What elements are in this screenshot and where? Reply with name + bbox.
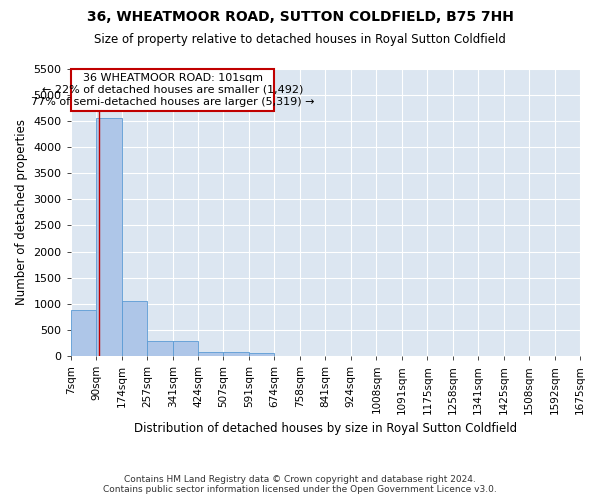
Text: 36, WHEATMOOR ROAD, SUTTON COLDFIELD, B75 7HH: 36, WHEATMOOR ROAD, SUTTON COLDFIELD, B7…	[86, 10, 514, 24]
FancyBboxPatch shape	[71, 69, 274, 110]
Bar	[198, 352, 223, 356]
Y-axis label: Number of detached properties: Number of detached properties	[15, 120, 28, 306]
Bar	[249, 353, 274, 356]
Text: ← 22% of detached houses are smaller (1,492): ← 22% of detached houses are smaller (1,…	[42, 85, 303, 95]
Text: 77% of semi-detached houses are larger (5,319) →: 77% of semi-detached houses are larger (…	[31, 96, 314, 106]
Text: 36 WHEATMOOR ROAD: 101sqm: 36 WHEATMOOR ROAD: 101sqm	[83, 73, 263, 83]
Bar	[223, 352, 249, 356]
X-axis label: Distribution of detached houses by size in Royal Sutton Coldfield: Distribution of detached houses by size …	[134, 422, 517, 435]
Bar	[71, 310, 96, 356]
Bar	[173, 341, 198, 356]
Bar	[147, 341, 173, 356]
Text: Size of property relative to detached houses in Royal Sutton Coldfield: Size of property relative to detached ho…	[94, 32, 506, 46]
Bar	[122, 300, 147, 356]
Bar	[96, 118, 122, 356]
Text: Contains HM Land Registry data © Crown copyright and database right 2024.
Contai: Contains HM Land Registry data © Crown c…	[103, 474, 497, 494]
